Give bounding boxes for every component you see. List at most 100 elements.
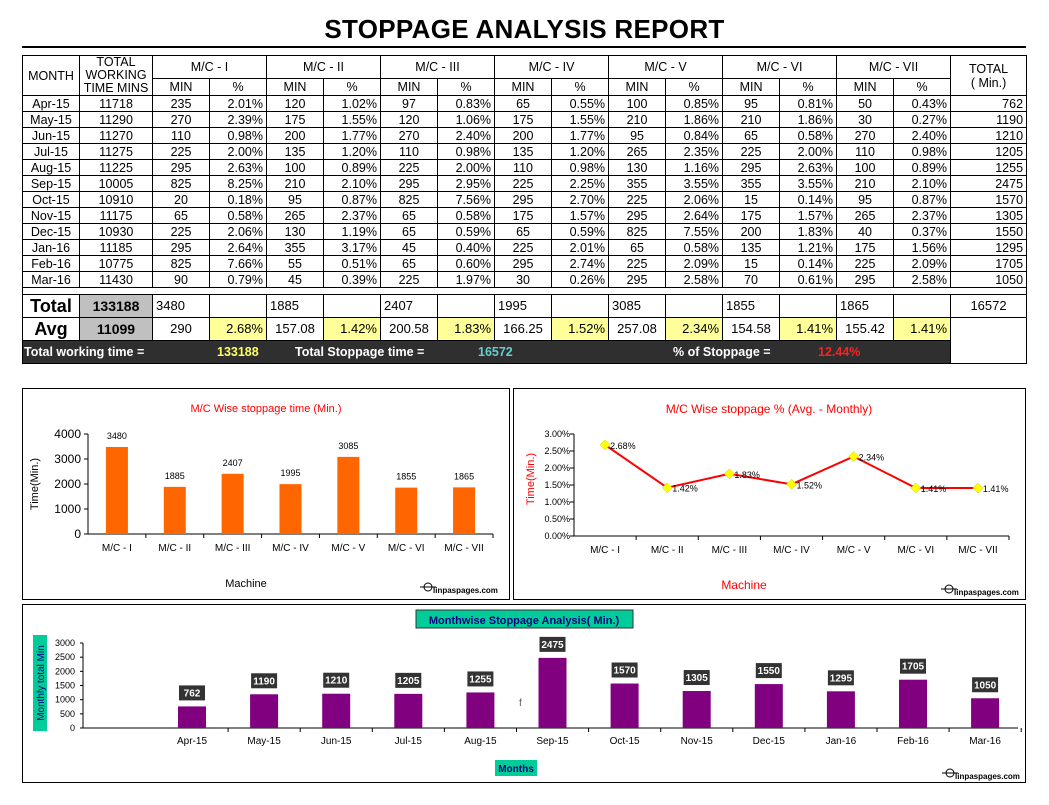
working-time-cell: 11175 bbox=[79, 207, 153, 224]
x-tick-label: M/C - VI bbox=[897, 545, 934, 556]
title-rule bbox=[22, 46, 1026, 48]
bar-data-label-box bbox=[467, 671, 494, 687]
y-tick-label: 1500 bbox=[55, 681, 75, 691]
month-cell: Nov-15 bbox=[22, 207, 80, 224]
x-tick-label: Jan-16 bbox=[826, 736, 857, 747]
pct-cell: 2.70% bbox=[551, 191, 610, 208]
bar-data-label-box bbox=[827, 670, 854, 686]
x-axis-label: Machine bbox=[225, 578, 267, 590]
table-row: Apr-15 11718 235 2.01% 120 1.02% 97 0.83% 65 0.55… bbox=[22, 95, 1028, 112]
row-total-cell: 1705 bbox=[950, 255, 1028, 272]
total-working-header: TOTAL WORKING TIME MINS bbox=[79, 55, 153, 96]
min-cell: 825 bbox=[152, 175, 210, 192]
month-cell: Apr-15 bbox=[22, 95, 80, 112]
y-axis-label: Time(Min.) bbox=[29, 458, 41, 510]
x-tick-label: M/C - III bbox=[712, 545, 748, 556]
chart-title: M/C Wise stoppage % (Avg. - Monthly) bbox=[666, 402, 873, 416]
total-header: TOTAL ( Min.) bbox=[950, 55, 1028, 96]
x-tick-label: May-15 bbox=[247, 736, 281, 747]
summary-row: Total working time = 133188 Total Stoppage… bbox=[21, 340, 1027, 364]
min-cell: 95 bbox=[836, 191, 895, 208]
pct-cell: 1.56% bbox=[893, 239, 952, 256]
x-tick-label: M/C - VII bbox=[444, 543, 483, 554]
y-axis-label: Monthly total Min bbox=[36, 645, 47, 721]
min-cell: 135 bbox=[494, 143, 553, 160]
bar bbox=[221, 473, 244, 534]
x-axis-label-box bbox=[495, 760, 537, 776]
min-cell: 95 bbox=[608, 127, 667, 144]
pct-cell: 0.84% bbox=[665, 127, 724, 144]
avg-min-cell: 157.08 bbox=[266, 317, 324, 341]
table-row: Dec-15 10930 225 2.06% 130 1.19% 65 0.59% 65 0.59… bbox=[22, 223, 1028, 240]
working-time-cell: 11225 bbox=[79, 159, 153, 176]
min-cell: 210 bbox=[722, 111, 781, 128]
min-cell: 295 bbox=[836, 271, 895, 288]
bar-data-label: 1255 bbox=[469, 674, 492, 685]
min-cell: 355 bbox=[266, 239, 324, 256]
month-cell: Sep-15 bbox=[22, 175, 80, 192]
bar bbox=[394, 693, 423, 728]
total-min-cell: 1865 bbox=[836, 294, 895, 318]
min-cell: 210 bbox=[266, 175, 324, 192]
pct-cell: 0.98% bbox=[551, 159, 610, 176]
min-cell: 130 bbox=[266, 223, 324, 240]
min-cell: 110 bbox=[494, 159, 553, 176]
total-blank-cell bbox=[323, 294, 381, 318]
min-cell: 110 bbox=[836, 143, 895, 160]
min-cell: 295 bbox=[380, 175, 438, 192]
total-blank-cell bbox=[209, 294, 267, 318]
min-cell: 265 bbox=[266, 207, 324, 224]
x-tick-label: Jul-15 bbox=[395, 736, 423, 747]
min-cell: 265 bbox=[608, 143, 667, 160]
pct-cell: 0.79% bbox=[209, 271, 267, 288]
total-header-line1: TOTAL bbox=[968, 61, 1009, 76]
pct-subheader: % bbox=[436, 78, 496, 96]
y-tick-label: 1000 bbox=[54, 502, 81, 516]
bar-data-label: 1885 bbox=[165, 471, 185, 481]
pct-cell: 2.37% bbox=[323, 207, 381, 224]
bar-data-label-box bbox=[539, 636, 566, 652]
working-time-cell: 11290 bbox=[79, 111, 153, 128]
pct-cell: 2.06% bbox=[665, 191, 724, 208]
x-tick-label: M/C - II bbox=[651, 545, 684, 556]
pct-cell: 0.60% bbox=[436, 255, 496, 272]
bar-data-label-box bbox=[611, 662, 638, 678]
row-total-cell: 1305 bbox=[950, 207, 1028, 224]
month-cell: Jun-15 bbox=[22, 127, 80, 144]
bar-data-label: 3480 bbox=[107, 431, 127, 441]
y-tick-label: 0 bbox=[70, 723, 75, 733]
avg-label: Avg bbox=[22, 317, 80, 341]
pct-cell: 2.01% bbox=[551, 239, 610, 256]
min-cell: 295 bbox=[608, 271, 667, 288]
table-row: Aug-15 11225 295 2.63% 100 0.89% 225 2.00% 110 0.… bbox=[22, 159, 1028, 176]
pct-cell: 0.98% bbox=[893, 143, 952, 160]
table-row: Nov-15 11175 65 0.58% 265 2.37% 65 0.58% 175 1.57… bbox=[22, 207, 1028, 224]
avg-pct-cell: 1.52% bbox=[551, 317, 610, 341]
total-min-cell: 1855 bbox=[722, 294, 781, 318]
min-cell: 210 bbox=[608, 111, 667, 128]
row-total-cell: 1205 bbox=[950, 143, 1028, 160]
pct-cell: 7.55% bbox=[665, 223, 724, 240]
bar-data-label: 3085 bbox=[338, 441, 358, 451]
summary-cell: Total working time = 133188 Total Stoppage… bbox=[21, 340, 952, 364]
pct-subheader: % bbox=[665, 78, 724, 96]
avg-min-cell: 155.42 bbox=[836, 317, 895, 341]
pct-cell: 2.64% bbox=[209, 239, 267, 256]
bar-data-label: 1205 bbox=[397, 676, 420, 687]
x-axis-label: Months bbox=[498, 764, 534, 775]
row-total-cell: 762 bbox=[950, 95, 1028, 112]
pct-cell: 2.00% bbox=[436, 159, 496, 176]
min-cell: 355 bbox=[722, 175, 781, 192]
pct-cell: 2.37% bbox=[893, 207, 952, 224]
min-cell: 100 bbox=[608, 95, 667, 112]
bar bbox=[754, 684, 783, 728]
pct-cell: 0.59% bbox=[436, 223, 496, 240]
min-cell: 50 bbox=[836, 95, 895, 112]
pct-cell: 1.55% bbox=[551, 111, 610, 128]
pct-stoppage-label: % of Stoppage = bbox=[673, 345, 771, 359]
machine-header-4: M/C - IV bbox=[494, 54, 610, 80]
bar bbox=[178, 706, 206, 728]
pct-cell: 1.20% bbox=[323, 143, 381, 160]
pct-cell: 1.83% bbox=[779, 223, 838, 240]
pct-cell: 0.89% bbox=[323, 159, 381, 176]
